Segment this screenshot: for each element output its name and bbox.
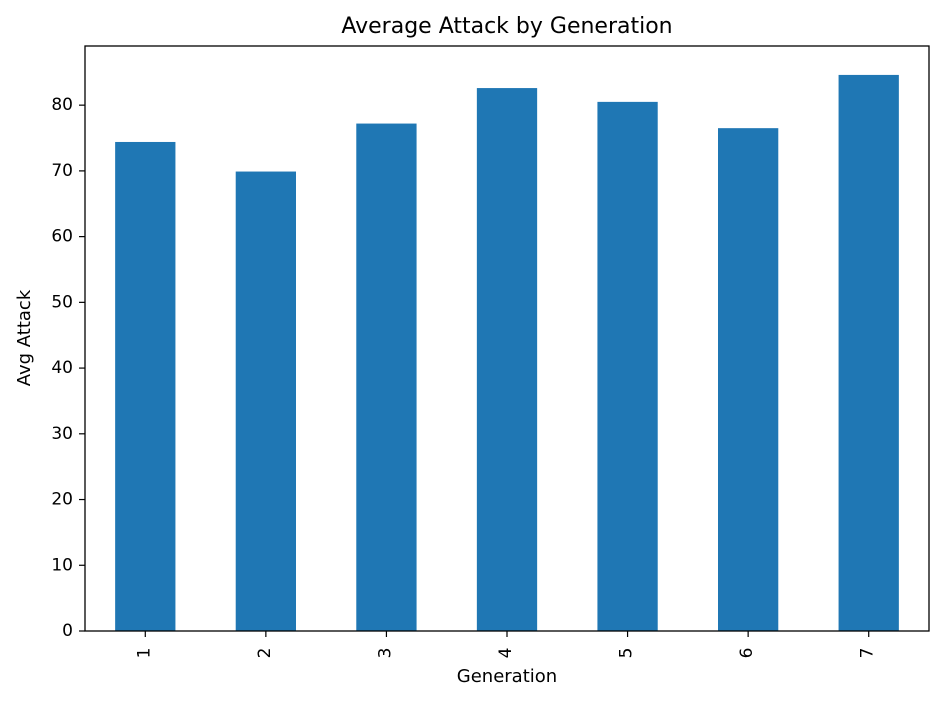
y-axis-ticks: 0 10 20 30 40 50 60 70 80 [51, 95, 85, 641]
x-tick-label: 2 [255, 648, 275, 659]
y-tick-label: 30 [51, 424, 73, 444]
y-tick-label: 80 [51, 95, 73, 115]
chart-title: Average Attack by Generation [341, 14, 672, 39]
y-tick-label: 70 [51, 161, 73, 181]
x-tick-label: 3 [375, 648, 395, 659]
x-tick-label: 6 [737, 648, 757, 659]
x-axis-label: Generation [457, 666, 557, 687]
y-tick-label: 20 [51, 490, 73, 510]
bar-generation-5 [597, 101, 658, 631]
bar-generation-2 [235, 171, 296, 632]
x-tick-label: 1 [134, 648, 154, 659]
bars-group [115, 74, 899, 632]
y-tick-label: 60 [51, 227, 73, 247]
bar-generation-6 [718, 128, 779, 632]
bar-generation-7 [838, 74, 899, 632]
x-tick-label: 5 [617, 648, 637, 659]
y-tick-label: 50 [51, 292, 73, 312]
y-tick-label: 40 [51, 358, 73, 378]
x-tick-label: 4 [496, 648, 516, 659]
y-axis-label: Avg Attack [14, 289, 35, 386]
bar-generation-4 [476, 88, 538, 632]
bar-generation-1 [115, 141, 176, 631]
x-tick-label: 7 [858, 648, 878, 659]
y-tick-label: 10 [51, 555, 73, 575]
y-tick-label: 0 [62, 621, 73, 641]
plot-frame [84, 45, 930, 632]
x-axis-ticks: 1 2 3 4 5 6 7 [134, 631, 878, 659]
bar-generation-3 [356, 123, 417, 631]
